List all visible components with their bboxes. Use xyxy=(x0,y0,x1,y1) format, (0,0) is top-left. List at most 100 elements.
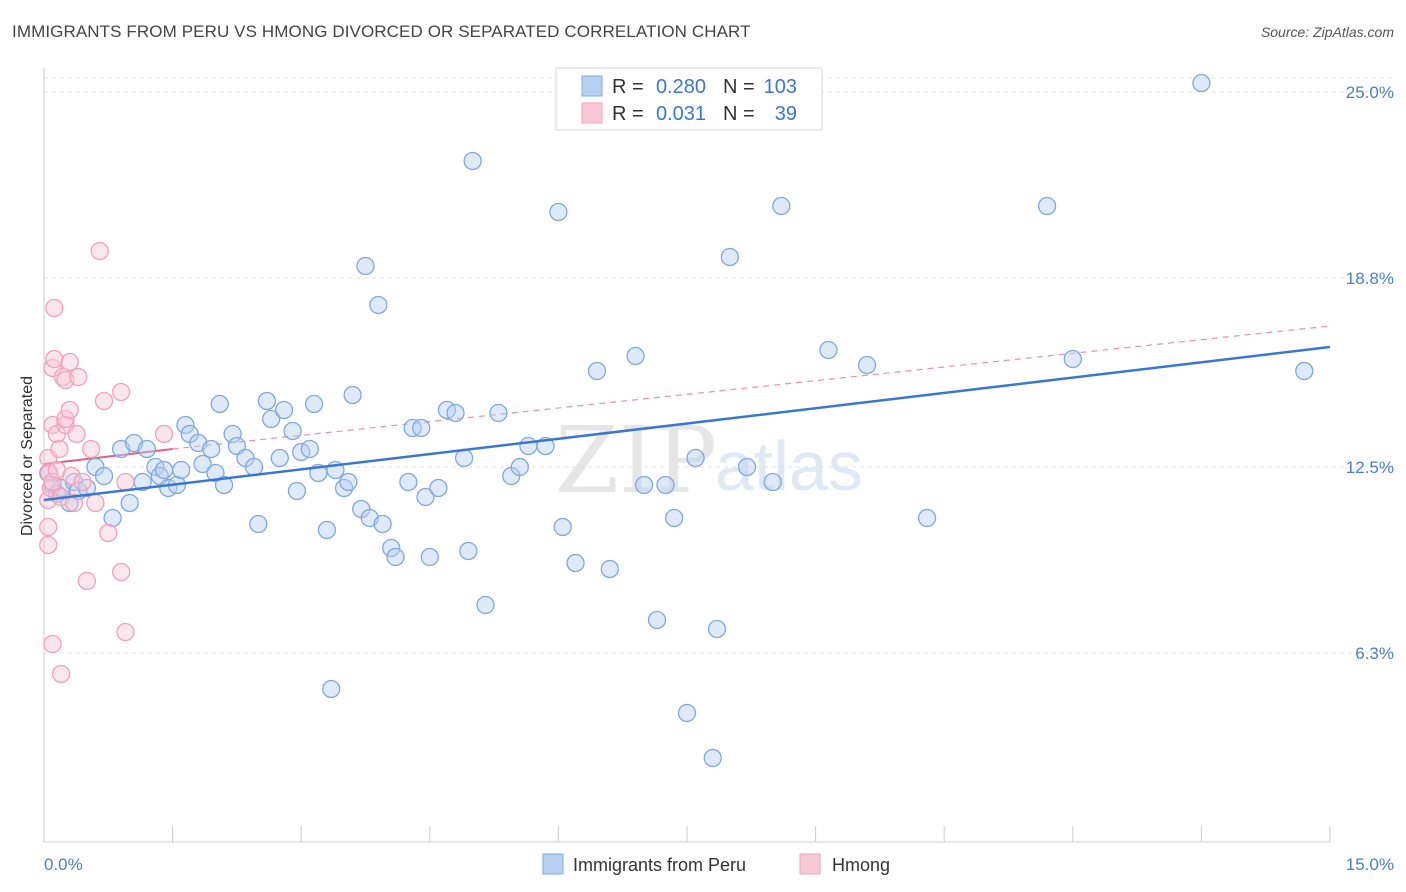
peru-point-92 xyxy=(772,196,791,216)
series-legend-label-peru: Immigrants from Peru xyxy=(573,855,746,875)
peru-point-56 xyxy=(382,538,401,558)
peru-point-77 xyxy=(566,553,585,573)
peru-point-98 xyxy=(1192,73,1211,93)
peru-point-46 xyxy=(322,679,341,699)
peru-point-34 xyxy=(249,514,268,534)
peru-point-63 xyxy=(429,478,448,498)
correlation-legend: R = 0.280 N = 103 R = 0.031 N = 39 xyxy=(555,67,823,131)
peru-point-29 xyxy=(214,475,234,495)
peru-point-33 xyxy=(244,457,264,477)
peru-point-91 xyxy=(763,472,782,492)
peru-point-55 xyxy=(373,514,392,534)
hmong-point-2 xyxy=(39,517,58,537)
data-points xyxy=(39,73,1314,768)
peru-point-65 xyxy=(446,403,465,423)
peru-point-35 xyxy=(257,391,277,411)
peru-point-54 xyxy=(369,295,388,315)
y-axis-label: Divorced or Separated xyxy=(19,376,36,536)
peru-point-83 xyxy=(656,475,675,495)
peru-point-18 xyxy=(154,460,174,480)
peru-point-70 xyxy=(489,403,508,423)
peru-point-26 xyxy=(202,439,221,459)
peru-point-40 xyxy=(287,481,307,501)
peru-point-25 xyxy=(193,454,212,474)
hmong-point-10 xyxy=(45,298,64,318)
legend-r-value-peru: 0.280 xyxy=(656,76,706,98)
legend-r-value-hmong: 0.031 xyxy=(656,103,706,125)
peru-point-72 xyxy=(510,457,529,477)
watermark-zip: ZIP xyxy=(555,407,717,514)
hmong-point-11 xyxy=(45,349,64,369)
peru-point-45 xyxy=(317,520,337,540)
y-tick-label-2: 18.8% xyxy=(1346,269,1394,288)
peru-point-52 xyxy=(356,256,375,276)
peru-point-57 xyxy=(386,547,405,567)
chart-source: Source: ZipAtlas.com xyxy=(1260,24,1394,40)
legend-n-value-hmong: 39 xyxy=(775,103,797,125)
peru-point-87 xyxy=(703,748,722,768)
peru-point-96 xyxy=(1037,196,1057,216)
peru-point-22 xyxy=(176,415,195,435)
hmong-point-17 xyxy=(53,367,73,387)
hmong-point-8 xyxy=(43,634,62,654)
peru-point-75 xyxy=(549,202,568,222)
hmong-point-16 xyxy=(51,664,71,684)
hmong-point-24 xyxy=(64,493,84,513)
peru-point-37 xyxy=(270,448,289,468)
legend-n-label-hmong: N = xyxy=(723,103,755,125)
peru-point-93 xyxy=(819,340,838,360)
peru-point-68 xyxy=(463,151,482,171)
hmong-point-35 xyxy=(112,562,131,582)
series-legend: Immigrants from Peru Hmong xyxy=(542,853,890,875)
y-tick-label-1: 12.5% xyxy=(1346,458,1394,477)
peru-point-99 xyxy=(1295,361,1314,381)
hmong-point-19 xyxy=(56,409,75,429)
hmong-point-21 xyxy=(60,352,79,372)
peru-point-78 xyxy=(587,361,607,381)
peru-point-38 xyxy=(274,400,294,420)
peru-point-73 xyxy=(519,436,538,456)
peru-point-95 xyxy=(917,508,937,528)
legend-r-label-peru: R = xyxy=(612,76,644,98)
peru-point-43 xyxy=(304,394,324,414)
y-tick-labels: 6.3% 12.5% 18.8% 25.0% xyxy=(1346,83,1394,663)
peru-point-90 xyxy=(737,457,757,477)
peru-point-42 xyxy=(300,439,319,459)
peru-point-62 xyxy=(420,547,439,567)
peru-point-69 xyxy=(476,595,495,615)
axes xyxy=(43,68,1331,843)
peru-point-67 xyxy=(459,541,478,561)
peru-point-80 xyxy=(626,346,645,366)
peru-point-36 xyxy=(262,409,281,429)
y-tick-label-3: 25.0% xyxy=(1346,83,1394,102)
peru-point-79 xyxy=(600,559,619,579)
x-tick-label-min: 0.0% xyxy=(44,855,83,874)
series-legend-swatch-peru xyxy=(542,853,564,875)
legend-n-label-peru: N = xyxy=(723,76,755,98)
hmong-trendline xyxy=(43,448,173,465)
legend-n-value-peru: 103 xyxy=(764,76,797,98)
peru-point-86 xyxy=(686,448,705,468)
series-legend-swatch-hmong xyxy=(799,853,821,875)
peru-point-84 xyxy=(664,508,684,528)
peru-point-21 xyxy=(172,460,191,480)
peru-point-15 xyxy=(137,439,157,459)
gridlines xyxy=(44,77,1394,654)
peru-point-58 xyxy=(399,472,418,492)
hmong-point-6 xyxy=(43,358,62,378)
hmong-point-30 xyxy=(86,493,105,513)
watermark-atlas: atlas xyxy=(715,427,863,505)
hmong-point-38 xyxy=(154,424,174,444)
hmong-point-23 xyxy=(62,466,81,486)
peru-point-66 xyxy=(454,448,474,468)
hmong-point-34 xyxy=(112,382,131,402)
legend-swatch-peru xyxy=(581,75,603,97)
peru-point-50 xyxy=(343,385,362,405)
hmong-point-27 xyxy=(73,472,92,492)
x-tick-label-max: 15.0% xyxy=(1346,855,1394,874)
hmong-point-26 xyxy=(69,367,88,387)
peru-point-85 xyxy=(677,703,697,723)
peru-point-89 xyxy=(720,247,740,267)
hmong-point-9 xyxy=(43,472,62,492)
